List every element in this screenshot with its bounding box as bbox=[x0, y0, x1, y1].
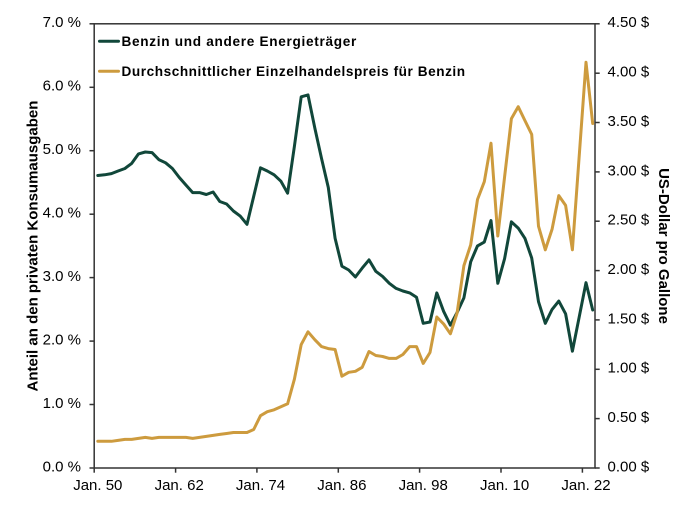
svg-text:Benzin und andere Energieträge: Benzin und andere Energieträger bbox=[122, 34, 357, 49]
svg-text:Jan. 50: Jan. 50 bbox=[73, 477, 122, 494]
svg-text:2.00 $: 2.00 $ bbox=[608, 261, 650, 278]
svg-text:1.50 $: 1.50 $ bbox=[608, 310, 650, 327]
svg-text:Jan. 98: Jan. 98 bbox=[399, 477, 448, 494]
svg-text:Jan. 10: Jan. 10 bbox=[480, 477, 529, 494]
svg-text:1.00 $: 1.00 $ bbox=[608, 360, 650, 377]
svg-text:Jan. 22: Jan. 22 bbox=[561, 477, 610, 494]
svg-text:3.0 %: 3.0 % bbox=[43, 268, 81, 285]
svg-text:Anteil an den privaten Konsuma: Anteil an den privaten Konsumausgaben bbox=[25, 101, 42, 392]
svg-text:3.00 $: 3.00 $ bbox=[608, 162, 650, 179]
svg-text:Jan. 62: Jan. 62 bbox=[155, 477, 204, 494]
svg-text:Jan. 86: Jan. 86 bbox=[317, 477, 366, 494]
svg-text:US-Dollar pro Gallone: US-Dollar pro Gallone bbox=[655, 168, 672, 324]
svg-text:4.0 %: 4.0 % bbox=[43, 205, 81, 222]
svg-text:0.0 %: 0.0 % bbox=[43, 458, 81, 475]
svg-text:Durchschnittlicher Einzelhande: Durchschnittlicher Einzelhandelspreis fü… bbox=[122, 64, 466, 79]
svg-text:0.50 $: 0.50 $ bbox=[608, 409, 650, 426]
svg-text:2.50 $: 2.50 $ bbox=[608, 212, 650, 229]
svg-text:Jan. 74: Jan. 74 bbox=[236, 477, 285, 494]
svg-text:2.0 %: 2.0 % bbox=[43, 332, 81, 349]
svg-text:5.0 %: 5.0 % bbox=[43, 141, 81, 158]
svg-text:6.0 %: 6.0 % bbox=[43, 78, 81, 95]
svg-text:4.50 $: 4.50 $ bbox=[608, 14, 650, 31]
svg-text:1.0 %: 1.0 % bbox=[43, 395, 81, 412]
svg-text:0.00 $: 0.00 $ bbox=[608, 458, 650, 475]
svg-text:4.00 $: 4.00 $ bbox=[608, 64, 650, 81]
svg-text:7.0 %: 7.0 % bbox=[43, 14, 81, 31]
svg-text:3.50 $: 3.50 $ bbox=[608, 113, 650, 130]
